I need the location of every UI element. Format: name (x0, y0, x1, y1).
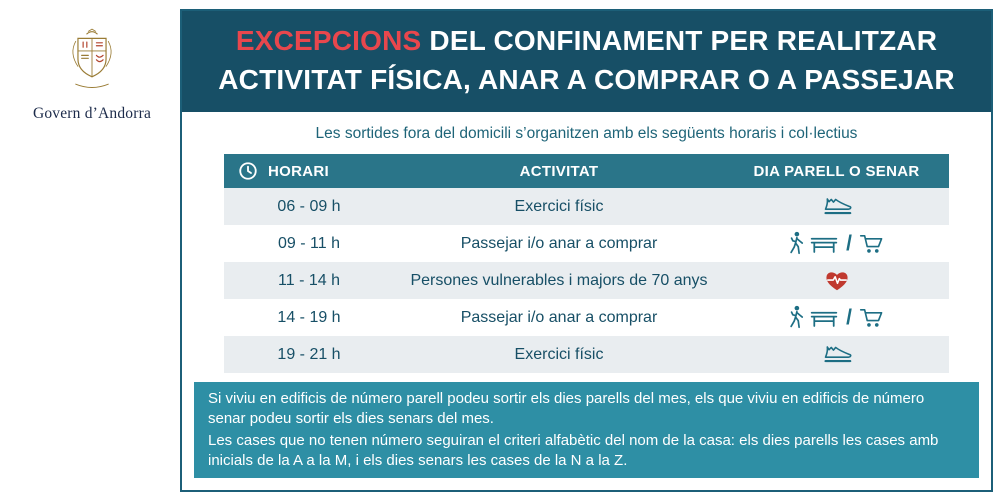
title-line-2: ACTIVITAT FÍSICA, ANAR A COMPRAR O A PAS… (218, 63, 955, 95)
activity-cell: Persones vulnerables i majors de 70 anys (410, 271, 708, 289)
time-cell: 06 - 09 h (277, 197, 341, 215)
slash-separator: / (846, 231, 852, 255)
footer-note: Si viviu en edificis de número parell po… (194, 382, 979, 478)
time-cell: 11 - 14 h (278, 271, 340, 289)
bench-icon (809, 307, 839, 329)
table-row: 19 - 21 h Exercici físic (224, 336, 949, 374)
header-cell-activitat: ACTIVITAT (519, 162, 599, 180)
activity-cell: Passejar i/o anar a comprar (460, 308, 658, 326)
table-body: 06 - 09 h Exercici físic 09 - 11 h Passejar… (224, 188, 949, 374)
title-rest: DEL CONFINAMENT PER REALITZAR (429, 25, 938, 56)
table-row: 14 - 19 h Passejar i/o anar a comprar / (224, 299, 949, 337)
cart-icon (859, 306, 885, 330)
footer-paragraph-2: Les cases que no tenen número seguiran e… (208, 432, 939, 469)
time-cell: 09 - 11 h (278, 234, 340, 252)
panel-header: EXCEPCIONS DEL CONFINAMENT PER REALITZAR… (182, 11, 991, 113)
table-row: 11 - 14 h Persones vulnerables i majors d… (224, 262, 949, 300)
walk-icon (788, 304, 804, 331)
header-cell-horari: HORARI (224, 161, 394, 181)
table-row: 06 - 09 h Exercici físic (224, 188, 949, 226)
cart-icon (859, 232, 885, 256)
time-cell: 14 - 19 h (277, 308, 341, 326)
bench-icon (809, 233, 839, 255)
clock-icon (238, 161, 258, 181)
title-line-1: EXCEPCIONS DEL CONFINAMENT PER REALITZAR (190, 22, 983, 61)
parity-icons-cell (724, 194, 949, 219)
activity-cell: Exercici físic (514, 197, 604, 215)
logo-text: Govern d’Andorra (32, 105, 152, 122)
schedule-table: HORARI ACTIVITAT DIA PARELL O SENAR 06 -… (224, 154, 949, 374)
activity-cell: Exercici físic (514, 345, 604, 363)
govern-andorra-logo: Govern d’Andorra (16, 28, 168, 123)
intro-text: Les sortides fora del domicili s’organit… (315, 125, 858, 143)
activity-cell: Passejar i/o anar a comprar (460, 234, 658, 252)
parity-icons-cell (724, 342, 949, 367)
andorra-coat-of-arms-icon (72, 28, 112, 88)
heart-pulse-icon (823, 268, 851, 293)
footer-paragraph-1: Si viviu en edificis de número parell po… (208, 390, 925, 427)
infographic-panel: EXCEPCIONS DEL CONFINAMENT PER REALITZAR… (180, 9, 993, 492)
sneaker-icon (822, 342, 852, 367)
header-cell-parity: DIA PARELL O SENAR (753, 162, 920, 180)
table-row: 09 - 11 h Passejar i/o anar a comprar / (224, 225, 949, 263)
header-label-horari: HORARI (268, 162, 329, 180)
sneaker-icon (822, 194, 852, 219)
parity-icons-cell: / (724, 304, 949, 331)
table-header-row: HORARI ACTIVITAT DIA PARELL O SENAR (224, 154, 949, 189)
time-cell: 19 - 21 h (277, 345, 341, 363)
walk-icon (788, 230, 804, 257)
slash-separator: / (846, 305, 852, 329)
title-accent: EXCEPCIONS (235, 25, 422, 56)
parity-icons-cell (724, 268, 949, 293)
parity-icons-cell: / (724, 230, 949, 257)
